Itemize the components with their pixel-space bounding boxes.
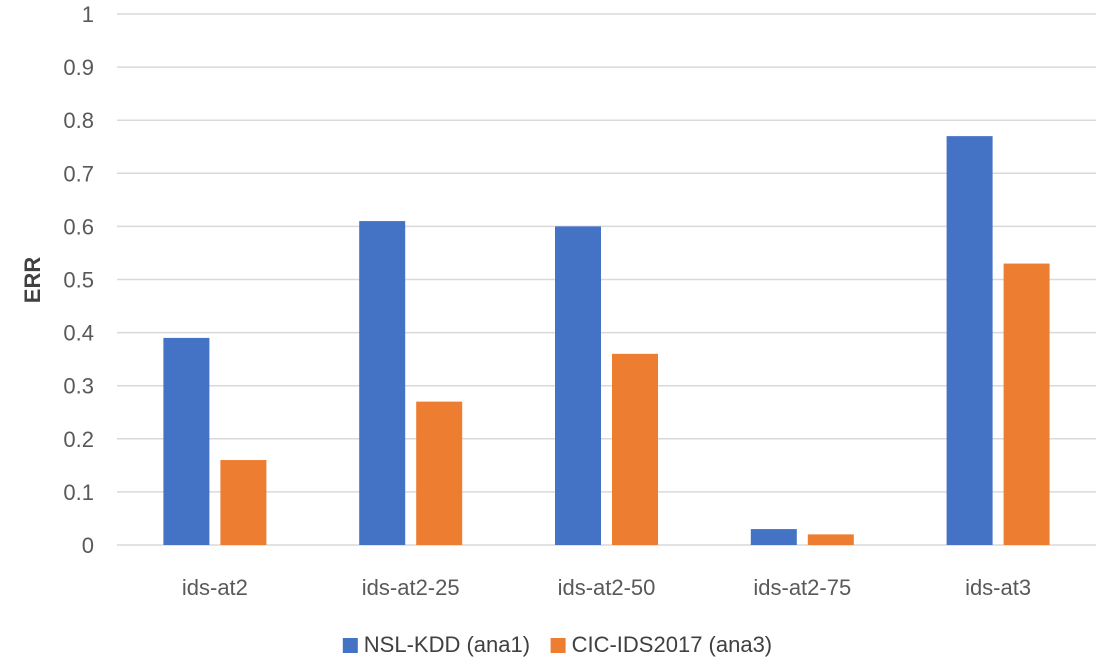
y-axis-title: ERR [20,257,45,304]
x-tick-label: ids-at2-25 [362,575,460,600]
y-tick-label: 0.4 [63,321,94,346]
y-tick-label: 0.7 [63,161,94,186]
legend-swatch-series-1 [342,638,358,653]
bar-ids-at2-25-series-1 [359,221,406,545]
legend-swatch-series-2 [550,638,566,653]
y-tick-label: 0.2 [63,427,94,452]
x-axis-ticks: ids-at2 ids-at2-25 ids-at2-50 ids-at2-75 ids… [182,575,1031,600]
y-tick-label: 1 [82,2,94,27]
y-tick-label: 0.1 [63,480,94,505]
bar-ids-at3-series-1 [946,136,993,545]
bar-ids-at2-series-1 [163,337,210,545]
bar-ids-at2-50-series-2 [612,353,658,545]
bars [163,136,1050,545]
x-tick-label: ids-at2-50 [558,575,656,600]
bar-ids-at2-25-series-2 [416,401,463,545]
y-tick-label: 0.3 [63,374,94,399]
bar-ids-at2-75-series-2 [807,534,854,545]
legend-label-series-2: CIC-IDS2017 (ana3) [572,632,773,657]
x-tick-label: ids-at3 [965,575,1031,600]
x-tick-label: ids-at2-75 [753,575,851,600]
bar-ids-at2-series-2 [220,460,267,545]
bar-ids-at2-75-series-1 [750,529,797,545]
bar-ids-at3-series-2 [1003,263,1050,545]
y-tick-label: 0 [82,533,94,558]
bar-ids-at2-50-series-1 [555,226,601,545]
gridlines [117,13,1096,546]
x-tick-label: ids-at2 [182,575,248,600]
y-axis-ticks: 0 0.1 0.2 0.3 0.4 0.5 0.6 0.7 0.8 0.9 1 [63,2,94,558]
y-tick-label: 0.6 [63,214,94,239]
y-tick-label: 0.9 [63,55,94,80]
legend-label-series-1: NSL-KDD (ana1) [364,632,530,657]
y-tick-label: 0.8 [63,108,94,133]
y-tick-label: 0.5 [63,268,94,293]
legend: NSL-KDD (ana1) CIC-IDS2017 (ana3) [342,632,773,657]
